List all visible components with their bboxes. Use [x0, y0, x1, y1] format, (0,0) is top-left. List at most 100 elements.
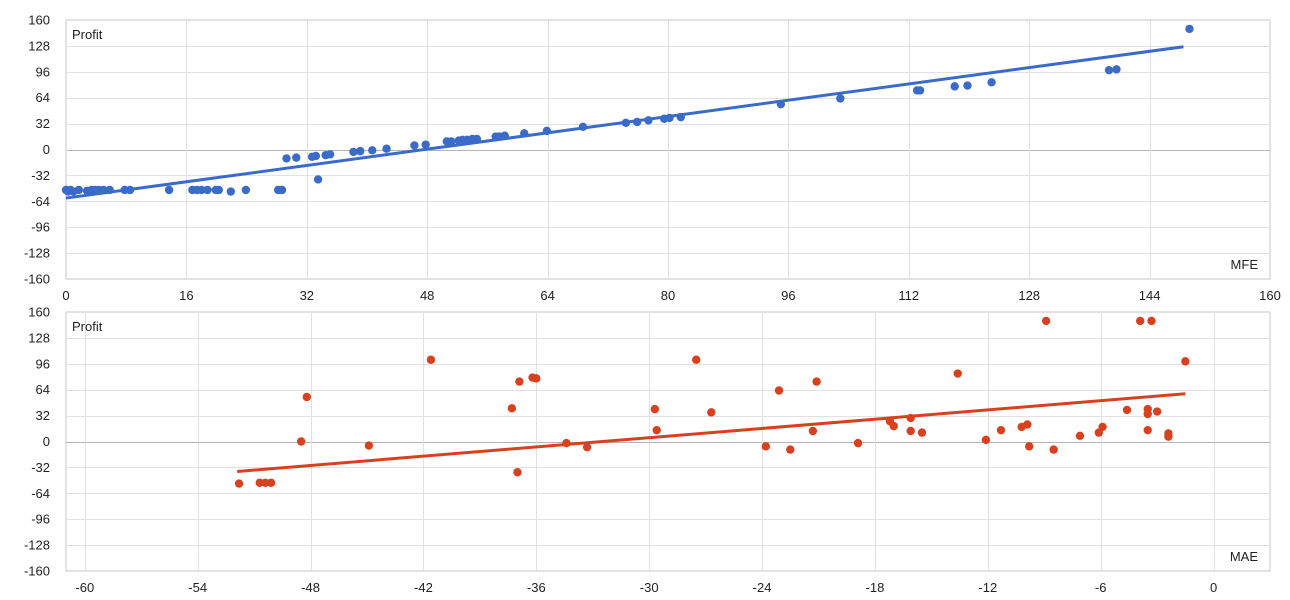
data-point [164, 185, 174, 195]
x-tick-label: -6 [1095, 580, 1107, 595]
data-point [382, 144, 391, 153]
y-tick-label: -96 [31, 220, 50, 235]
data-point [532, 374, 541, 383]
data-point [1152, 407, 1162, 416]
data-point [1075, 431, 1085, 441]
data-point [1112, 65, 1121, 74]
y-axis-label: Profit [72, 27, 103, 42]
data-point [808, 426, 818, 436]
data-point [282, 154, 291, 163]
x-tick-label: 48 [420, 288, 434, 303]
data-point [1135, 316, 1145, 326]
data-point [311, 151, 321, 161]
y-tick-label: -64 [31, 194, 50, 209]
y-tick-label: 0 [43, 142, 50, 157]
data-point [296, 437, 306, 446]
data-point [234, 479, 244, 488]
data-point [786, 445, 795, 454]
y-axis-label: Profit [72, 319, 103, 334]
x-tick-label: 96 [781, 288, 795, 303]
data-point [917, 428, 927, 437]
data-point [963, 81, 972, 90]
data-point [996, 425, 1006, 435]
y-tick-label: 32 [36, 408, 50, 423]
data-point [1185, 24, 1194, 34]
data-point [906, 426, 915, 436]
data-point [356, 146, 365, 156]
data-point [325, 150, 335, 159]
data-point [1143, 404, 1152, 414]
data-point [889, 421, 898, 431]
data-point [915, 86, 925, 95]
data-point [203, 185, 212, 195]
x-tick-label: 32 [300, 288, 314, 303]
y-tick-label: -64 [31, 486, 50, 501]
data-point [987, 78, 996, 87]
y-tick-label: 160 [28, 305, 50, 320]
data-point [410, 141, 419, 150]
data-point [1122, 405, 1132, 415]
data-point [1164, 429, 1173, 438]
y-tick-label: -128 [24, 246, 50, 261]
data-point [447, 137, 456, 146]
data-point [364, 441, 374, 450]
data-point [1143, 425, 1152, 435]
data-point [1049, 445, 1058, 454]
trendline [237, 392, 1186, 473]
x-tick-label: 144 [1139, 288, 1161, 303]
x-tick-label: -36 [527, 580, 546, 595]
data-point [421, 140, 430, 149]
y-tick-label: -96 [31, 512, 50, 527]
x-axis-label: MFE [1231, 257, 1259, 272]
data-point [582, 442, 592, 452]
x-tick-label: -18 [866, 580, 885, 595]
x-tick-label: 128 [1018, 288, 1040, 303]
x-tick-label: 80 [661, 288, 675, 303]
x-tick-label: -12 [978, 580, 997, 595]
mfe-profit-chart: 160 128 96 64 32 0 -32 -64 -96 -128 -160 0 16 32 48 64 8… [24, 13, 1281, 304]
y-tick-label: 64 [36, 90, 50, 105]
x-tick-label: 112 [898, 288, 919, 303]
data-point [953, 369, 962, 378]
data-point [650, 404, 660, 414]
x-tick-label: 64 [540, 288, 554, 303]
y-tick-label: -32 [31, 168, 50, 183]
data-point [1181, 357, 1190, 366]
y-tick-label: -160 [24, 564, 50, 579]
y-tick-label: -160 [24, 272, 50, 287]
data-point [761, 442, 771, 451]
x-tick-label: -48 [301, 580, 320, 595]
x-tick-label: -42 [414, 580, 433, 595]
data-point [302, 392, 311, 402]
trendline [65, 45, 1184, 200]
x-tick-label: -60 [75, 580, 94, 595]
data-point [507, 404, 517, 413]
data-point [1147, 316, 1156, 326]
x-tick-label: -54 [188, 580, 207, 595]
data-point [368, 146, 377, 155]
data-point [1098, 422, 1107, 432]
data-point [74, 185, 83, 195]
data-point [1104, 65, 1114, 75]
data-point [515, 377, 524, 386]
data-point [426, 355, 436, 364]
data-point [1023, 420, 1032, 429]
data-point [313, 175, 323, 184]
data-point [652, 425, 661, 435]
data-point [214, 185, 223, 195]
y-tick-label: 32 [36, 116, 50, 131]
x-tick-label: -24 [753, 580, 772, 595]
data-point [349, 147, 358, 157]
x-tick-label: 16 [179, 288, 193, 303]
data-point [707, 408, 716, 417]
data-point [812, 377, 821, 386]
x-tick-label: 0 [62, 288, 69, 303]
data-point [277, 185, 287, 195]
data-point [853, 438, 863, 448]
y-tick-label: -32 [31, 460, 50, 475]
data-point [981, 435, 991, 445]
y-tick-label: 128 [28, 330, 50, 345]
y-tick-label: 0 [43, 434, 50, 449]
